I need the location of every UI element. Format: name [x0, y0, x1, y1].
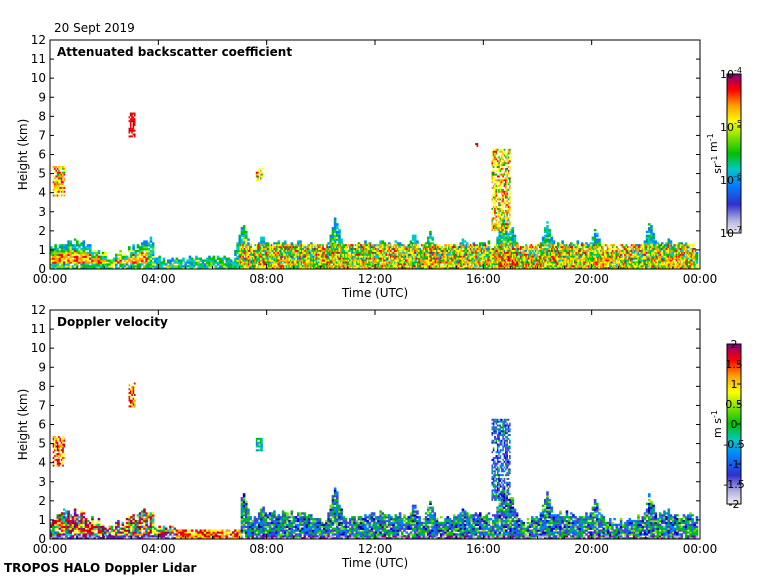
y-tick-label: 1 — [38, 513, 46, 527]
colorbar-unit-label: sr-1 m-1 — [706, 133, 724, 173]
y-tick-label: 2 — [38, 224, 46, 238]
y-tick-label: 9 — [38, 90, 46, 104]
x-tick-label: 08:00 — [249, 272, 284, 286]
colorbar-tick-label: 10-5 — [720, 119, 742, 134]
heatmap-cells — [50, 112, 699, 270]
footer-label: TROPOS HALO Doppler Lidar — [4, 561, 197, 575]
y-tick-label: 8 — [38, 379, 46, 393]
y-tick-label: 10 — [31, 341, 46, 355]
x-tick-label: 20:00 — [574, 542, 609, 556]
x-tick-label: 12:00 — [358, 272, 393, 286]
colorbar-tick-label: 10-7 — [720, 225, 742, 240]
chart-title: Doppler velocity — [57, 315, 168, 329]
colorbar-tick-label: 1.5 — [725, 358, 743, 371]
y-tick-label: 1 — [38, 243, 46, 257]
y-tick-label: 3 — [38, 205, 46, 219]
x-axis-label: Time (UTC) — [341, 286, 408, 300]
colorbar-tick-label: 10-4 — [720, 66, 742, 81]
colorbar-tick-label: 0 — [731, 418, 738, 431]
y-tick-label: 4 — [38, 186, 46, 200]
x-tick-label: 16:00 — [466, 542, 501, 556]
colorbar-tick-label: 1 — [731, 378, 738, 391]
colorbar-tick-label: 10-6 — [720, 172, 742, 187]
colorbar-tick-label: 0.5 — [725, 398, 743, 411]
colorbar-tick-label: -1.5 — [723, 478, 744, 491]
y-tick-label: 0 — [38, 262, 46, 276]
colorbar: 10-4 10-5 10-6 10-7 sr-1 m-1 — [706, 66, 742, 240]
x-axis: 00:00 04:00 08:00 12:00 16:00 20:00 00:00 Time … — [33, 40, 718, 300]
plot-area — [50, 40, 700, 269]
date-label: 20 Sept 2019 — [54, 21, 135, 35]
colorbar-tick-label: -0.5 — [723, 438, 744, 451]
x-tick-label: 12:00 — [358, 542, 393, 556]
x-tick-label: 00:00 — [683, 542, 718, 556]
y-tick-label: 12 — [31, 303, 46, 317]
x-tick-label: 00:00 — [33, 542, 68, 556]
y-tick-label: 4 — [38, 456, 46, 470]
y-tick-label: 6 — [38, 418, 46, 432]
y-tick-label: 9 — [38, 360, 46, 374]
y-tick-label: 10 — [31, 71, 46, 85]
y-tick-label: 3 — [38, 475, 46, 489]
colorbar-bar — [726, 73, 742, 234]
x-tick-label: 20:00 — [574, 272, 609, 286]
y-tick-label: 12 — [31, 33, 46, 47]
colorbar: 2 1.5 1 0.5 0 -0.5 -1 -1.5 -2 m s-1 — [710, 338, 745, 511]
x-tick-label: 00:00 — [33, 272, 68, 286]
y-tick-label: 8 — [38, 109, 46, 123]
colorbar-unit-label: m s-1 — [710, 410, 724, 438]
colorbar-tick-label: -1 — [729, 458, 740, 471]
y-axis-label: Height (km) — [16, 119, 30, 190]
backscatter-panel: Attenuated backscatter coefficient012345… — [16, 33, 742, 300]
chart-title: Attenuated backscatter coefficient — [57, 45, 292, 59]
x-tick-label: 04:00 — [141, 542, 176, 556]
colorbar-tick-label: 2 — [731, 338, 738, 351]
y-tick-label: 11 — [31, 322, 46, 336]
x-tick-label: 08:00 — [249, 542, 284, 556]
colorbar-tick-label: -2 — [729, 498, 740, 511]
x-axis-label: Time (UTC) — [341, 556, 408, 570]
x-axis: 00:00 04:00 08:00 12:00 16:00 20:00 00:00 Time … — [33, 310, 718, 570]
heatmap-cells — [50, 382, 699, 540]
y-tick-label: 6 — [38, 148, 46, 162]
x-tick-label: 04:00 — [141, 272, 176, 286]
y-tick-label: 5 — [38, 437, 46, 451]
y-tick-label: 11 — [31, 52, 46, 66]
x-tick-label: 16:00 — [466, 272, 501, 286]
plot-area — [50, 310, 700, 539]
y-axis-label: Height (km) — [16, 389, 30, 460]
y-tick-label: 7 — [38, 398, 46, 412]
y-tick-label: 0 — [38, 532, 46, 546]
x-tick-label: 00:00 — [683, 272, 718, 286]
y-tick-label: 2 — [38, 494, 46, 508]
y-tick-label: 5 — [38, 167, 46, 181]
y-tick-label: 7 — [38, 128, 46, 142]
